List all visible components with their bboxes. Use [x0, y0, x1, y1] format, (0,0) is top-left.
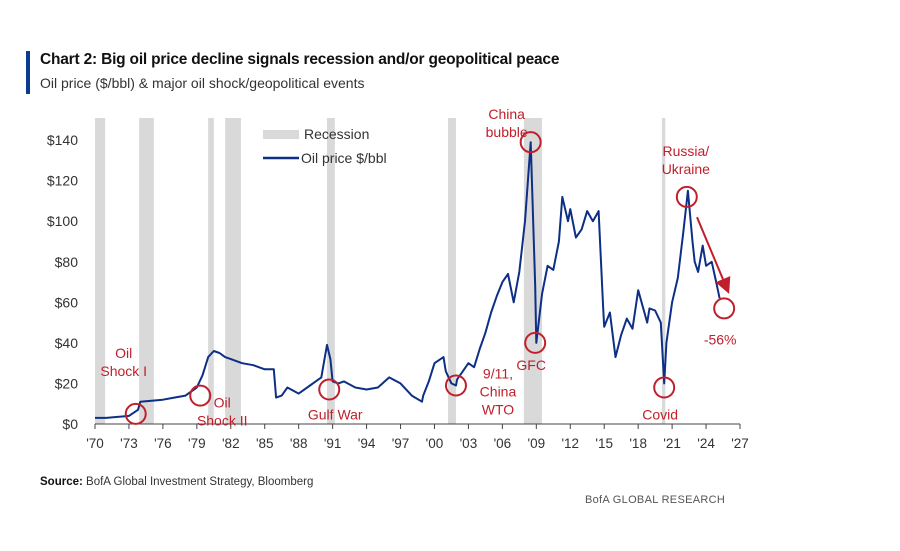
y-tick-label: $120 [47, 173, 78, 189]
chart-subtitle: Oil price ($/bbl) & major oil shock/geop… [40, 75, 365, 91]
annotation-circle [519, 131, 542, 154]
recession-band [661, 118, 666, 424]
annotation-circle [124, 402, 147, 425]
legend-series-label: Oil price $/bbl [301, 150, 387, 166]
annotation-label-line: China [480, 383, 517, 399]
annotation-label-line: Shock II [197, 413, 248, 429]
y-tick-label: $40 [55, 335, 79, 351]
annotation-label-line: Covid [642, 407, 678, 423]
recession-band [225, 118, 241, 424]
annotation-label-line: Shock I [100, 363, 147, 379]
source-note: Source: BofA Global Investment Strategy,… [40, 476, 313, 488]
x-tick-label: '79 [188, 436, 206, 451]
annotation-circle [713, 297, 736, 320]
x-tick-label: '94 [358, 436, 376, 451]
recession-band [139, 118, 154, 424]
x-tick-label: '09 [528, 436, 546, 451]
recession-band [448, 118, 456, 424]
annotation-label-line: 9/11, [483, 365, 513, 381]
x-tick-label: '06 [494, 436, 512, 451]
y-tick-label: $0 [62, 416, 78, 432]
annotation-label-line: -56% [704, 331, 737, 347]
x-tick-label: '21 [663, 436, 681, 451]
annotation-circle [653, 376, 676, 399]
chart-title: Chart 2: Big oil price decline signals r… [40, 51, 560, 68]
annotation-label-line: Ukraine [662, 161, 710, 177]
x-tick-label: '03 [460, 436, 478, 451]
legend-recession-label: Recession [304, 126, 369, 142]
x-tick-label: '73 [120, 436, 138, 451]
annotation-label: Covid [642, 407, 678, 423]
annotation-label-line: Russia/ [662, 143, 709, 159]
y-tick-label: $20 [55, 375, 79, 391]
source-text: BofA Global Investment Strategy, Bloombe… [82, 476, 314, 488]
annotation-label: Russia/Ukraine [662, 143, 710, 177]
annotation-label: China bubble [486, 106, 528, 140]
annotation-label-line: China [488, 106, 525, 122]
title-accent-bar [26, 51, 30, 94]
x-tick-label: '18 [629, 436, 647, 451]
recession-band [326, 118, 335, 424]
x-tick-label: '85 [256, 436, 274, 451]
x-tick-label: '00 [426, 436, 444, 451]
recession-band [208, 118, 214, 424]
annotation-circle [444, 374, 467, 397]
recession-band [95, 118, 106, 424]
annotation-label-line: WTO [482, 401, 515, 417]
annotation-circle [189, 384, 212, 407]
x-tick-label: '70 [86, 436, 104, 451]
annotation-circle [524, 331, 547, 354]
y-tick-label: $100 [47, 213, 78, 229]
x-tick-label: '82 [222, 436, 240, 451]
recession-band [523, 118, 542, 424]
x-tick-label: '88 [290, 436, 308, 451]
annotation-label: GFC [516, 357, 546, 373]
y-tick-label: $60 [55, 294, 79, 310]
brand-footer: BofA GLOBAL RESEARCH [585, 494, 726, 506]
annotation-label-line: bubble [486, 124, 528, 140]
x-tick-label: '15 [595, 436, 613, 451]
x-tick-label: '97 [392, 436, 410, 451]
decline-arrow [696, 216, 731, 294]
annotation-circle [675, 185, 698, 208]
annotation-label: Oil Shock II [197, 395, 248, 429]
legend-recession-swatch [263, 130, 299, 139]
annotation-label: -56% [704, 331, 737, 347]
x-tick-label: '76 [154, 436, 172, 451]
annotation-label: 9/11, China WTO [480, 365, 517, 417]
annotation-label-line: GFC [516, 357, 546, 373]
annotation-circle [318, 378, 341, 401]
x-tick-label: '12 [561, 436, 579, 451]
annotation-label: Oil Shock I [100, 345, 147, 379]
y-tick-label: $140 [47, 132, 78, 148]
annotation-label: Gulf War [308, 407, 363, 423]
source-label: Source: [40, 476, 83, 488]
y-tick-label: $80 [55, 254, 79, 270]
annotation-label-line: Gulf War [308, 407, 363, 423]
annotation-label-line: Oil [115, 345, 132, 361]
annotation-label-line: Oil [214, 395, 231, 411]
x-tick-label: '91 [324, 436, 342, 451]
x-tick-label: '27 [731, 436, 749, 451]
oil-price-series-line [95, 141, 721, 419]
x-tick-label: '24 [697, 436, 715, 451]
